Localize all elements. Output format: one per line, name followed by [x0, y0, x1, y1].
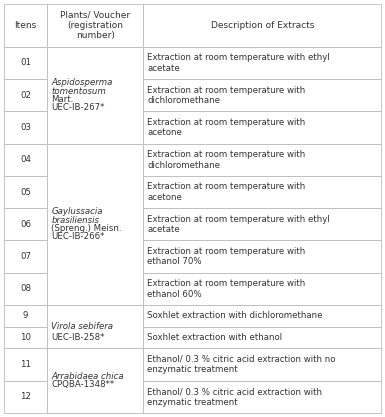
- Text: 11: 11: [20, 360, 31, 369]
- Bar: [47, 111, 144, 144]
- Bar: [4, 241, 47, 273]
- Text: Itens: Itens: [15, 21, 37, 30]
- Text: 04: 04: [20, 155, 31, 164]
- Bar: [47, 349, 144, 413]
- Bar: [144, 144, 381, 176]
- Text: Virola sebifera: Virola sebifera: [51, 322, 113, 331]
- Bar: [144, 176, 381, 208]
- Bar: [4, 47, 47, 79]
- Bar: [144, 79, 381, 111]
- Text: Extraction at room temperature with ethyl
acetate: Extraction at room temperature with ethy…: [147, 215, 330, 234]
- Text: 08: 08: [20, 284, 31, 294]
- Bar: [4, 349, 47, 381]
- Text: Mart.: Mart.: [51, 95, 74, 104]
- Text: 06: 06: [20, 220, 31, 229]
- Text: UEC-IB-267*: UEC-IB-267*: [51, 103, 105, 112]
- Text: tomentosum: tomentosum: [51, 87, 106, 95]
- Bar: [47, 176, 144, 208]
- Text: Extraction at room temperature with
dichloromethane: Extraction at room temperature with dich…: [147, 150, 306, 169]
- Text: 03: 03: [20, 123, 31, 132]
- Bar: [4, 4, 47, 47]
- Text: 01: 01: [20, 58, 31, 68]
- Text: Arrabidaea chica: Arrabidaea chica: [51, 372, 124, 381]
- Text: Extraction at room temperature with
ethanol 60%: Extraction at room temperature with etha…: [147, 279, 306, 299]
- Bar: [144, 327, 381, 349]
- Text: 05: 05: [20, 188, 31, 196]
- Text: Extraction at room temperature with
acetone: Extraction at room temperature with acet…: [147, 118, 306, 137]
- Bar: [144, 349, 381, 381]
- Bar: [144, 305, 381, 327]
- Bar: [144, 47, 381, 79]
- Bar: [4, 273, 47, 305]
- Text: 10: 10: [20, 333, 31, 342]
- Bar: [144, 208, 381, 241]
- Text: Ethanol/ 0.3 % citric acid extraction with no
enzymatic treatment: Ethanol/ 0.3 % citric acid extraction wi…: [147, 355, 336, 374]
- Bar: [47, 144, 144, 176]
- Bar: [144, 273, 381, 305]
- Bar: [47, 47, 144, 79]
- Bar: [47, 273, 144, 305]
- Bar: [47, 144, 144, 305]
- Text: Extraction at room temperature with
acetone: Extraction at room temperature with acet…: [147, 182, 306, 202]
- Bar: [47, 381, 144, 413]
- Bar: [4, 176, 47, 208]
- Bar: [4, 111, 47, 144]
- Bar: [4, 381, 47, 413]
- Bar: [4, 208, 47, 241]
- Text: 9: 9: [23, 311, 28, 320]
- Bar: [144, 241, 381, 273]
- Bar: [4, 327, 47, 349]
- Bar: [47, 305, 144, 327]
- Text: Description of Extracts: Description of Extracts: [211, 21, 314, 30]
- Text: Soxhlet extraction with dichloromethane: Soxhlet extraction with dichloromethane: [147, 311, 323, 320]
- Bar: [47, 327, 144, 349]
- Bar: [144, 111, 381, 144]
- Bar: [47, 79, 144, 111]
- Bar: [4, 305, 47, 327]
- Bar: [47, 305, 144, 349]
- Bar: [47, 47, 144, 144]
- Text: (Spreng.) Meisn.: (Spreng.) Meisn.: [51, 224, 122, 233]
- Bar: [4, 79, 47, 111]
- Text: UEC-IB-266*: UEC-IB-266*: [51, 232, 105, 241]
- Text: 12: 12: [20, 392, 31, 402]
- Bar: [47, 208, 144, 241]
- Bar: [144, 4, 381, 47]
- Text: Aspidosperma: Aspidosperma: [51, 78, 113, 87]
- Bar: [4, 144, 47, 176]
- Text: Extraction at room temperature with
dichloromethane: Extraction at room temperature with dich…: [147, 85, 306, 105]
- Text: CPQBA-1348**: CPQBA-1348**: [51, 380, 114, 389]
- Text: Extraction at room temperature with ethyl
acetate: Extraction at room temperature with ethy…: [147, 53, 330, 73]
- Text: Ethanol/ 0.3 % citric acid extraction with
enzymatic treatment: Ethanol/ 0.3 % citric acid extraction wi…: [147, 387, 323, 407]
- Text: Gaylussacia: Gaylussacia: [51, 207, 103, 216]
- Text: Plants/ Voucher
(registration
number): Plants/ Voucher (registration number): [60, 10, 131, 40]
- Text: 07: 07: [20, 252, 31, 261]
- Bar: [47, 4, 144, 47]
- Bar: [47, 241, 144, 273]
- Bar: [144, 381, 381, 413]
- Text: UEC-IB-258*: UEC-IB-258*: [51, 333, 105, 342]
- Text: 02: 02: [20, 91, 31, 100]
- Text: Extraction at room temperature with
ethanol 70%: Extraction at room temperature with etha…: [147, 247, 306, 266]
- Bar: [47, 349, 144, 381]
- Text: Soxhlet extraction with ethanol: Soxhlet extraction with ethanol: [147, 333, 283, 342]
- Text: brasiliensis: brasiliensis: [51, 216, 99, 225]
